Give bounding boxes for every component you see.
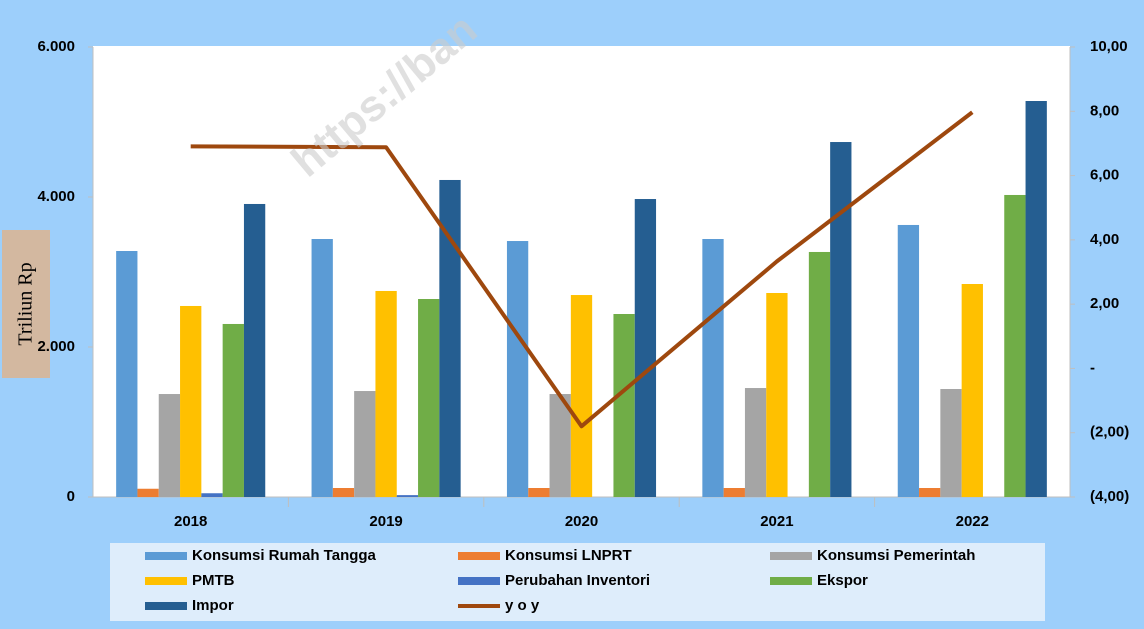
bar [613, 314, 635, 497]
y2-tick-label: 10,00 [1090, 38, 1128, 55]
bar [1025, 101, 1047, 497]
legend-label: Impor [192, 597, 234, 614]
y-tick-label: 0 [67, 488, 75, 505]
y-tick-label: 2.000 [37, 338, 75, 355]
bar [311, 239, 333, 497]
bar [919, 488, 941, 497]
bar [830, 142, 852, 497]
bar [375, 290, 397, 497]
bar [528, 488, 550, 497]
x-tick-label: 2020 [565, 513, 598, 530]
x-tick-label: 2022 [956, 513, 989, 530]
legend-box [110, 543, 1045, 621]
bar [396, 495, 419, 497]
bar [116, 251, 138, 497]
bar [222, 323, 244, 497]
bar [744, 388, 767, 497]
bar [808, 251, 831, 497]
legend-swatch [145, 602, 187, 610]
legend-label: Konsumsi LNPRT [505, 547, 632, 564]
bar [897, 224, 920, 497]
legend-swatch [458, 577, 500, 585]
legend-swatch [145, 577, 187, 585]
legend-swatch [458, 552, 500, 560]
legend-swatch [770, 552, 812, 560]
legend-label: Konsumsi Pemerintah [817, 547, 975, 564]
bar [570, 295, 593, 497]
bar [137, 488, 159, 497]
bar [766, 293, 788, 497]
bar [243, 203, 266, 497]
x-tick-label: 2018 [174, 513, 207, 530]
bar [940, 389, 962, 497]
y-tick-label: 6.000 [37, 38, 75, 55]
bar [702, 239, 724, 497]
legend-label: y o y [505, 597, 540, 614]
legend-label: PMTB [192, 572, 235, 589]
x-tick-label: 2021 [760, 513, 793, 530]
y-tick-label: 4.000 [37, 188, 75, 205]
legend-label: Konsumsi Rumah Tangga [192, 547, 377, 564]
legend-label: Perubahan Inventori [505, 572, 650, 589]
bar [723, 488, 745, 497]
y2-tick-label: (4,00) [1090, 488, 1129, 505]
bar [1004, 194, 1026, 497]
bar [332, 488, 355, 497]
y2-tick-label: 2,00 [1090, 295, 1119, 312]
line [190, 110, 974, 429]
x-tick-label: 2019 [369, 513, 402, 530]
y-axis-label: Triliun Rp [15, 262, 37, 345]
bar [158, 394, 181, 497]
y-label-box [2, 230, 50, 378]
legend-swatch [770, 577, 812, 585]
legend-label: Ekspor [817, 572, 868, 589]
y2-tick-label: (2,00) [1090, 424, 1129, 441]
bar [506, 241, 529, 497]
bar [634, 199, 657, 497]
bar [549, 394, 571, 497]
bar [201, 493, 223, 497]
bar [418, 299, 440, 497]
bar [180, 305, 202, 497]
bar [961, 284, 983, 497]
bar [439, 179, 461, 497]
y2-tick-label: 4,00 [1090, 231, 1119, 248]
bar [354, 391, 376, 497]
y2-tick-label: 6,00 [1090, 167, 1119, 184]
y2-tick-label: - [1090, 359, 1095, 376]
legend-swatch [145, 552, 187, 560]
y2-tick-label: 8,00 [1090, 102, 1119, 119]
